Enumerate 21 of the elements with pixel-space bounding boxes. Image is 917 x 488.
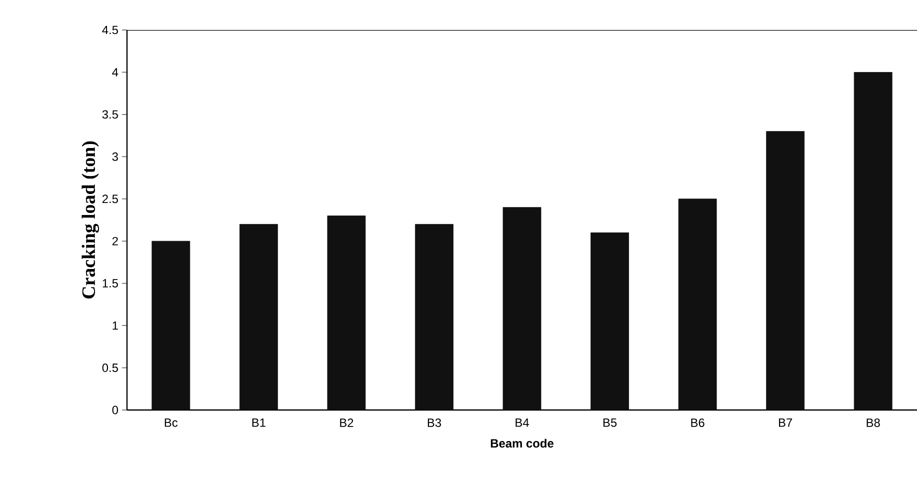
x-tick-label: B4 — [516, 418, 529, 427]
y-tick-label: 1 — [112, 321, 118, 330]
y-tick-label: 0 — [112, 406, 118, 414]
x-tick-label: B2 — [340, 418, 354, 427]
y-tick-label: 2 — [112, 236, 118, 246]
x-tick-label: B5 — [603, 418, 617, 427]
x-axis-title: Beam code — [490, 438, 554, 448]
y-tick-label: 2.5 — [102, 194, 118, 204]
y-tick-label: 0.5 — [102, 364, 118, 372]
x-tick-label: B1 — [252, 418, 266, 427]
x-tick-label: B8 — [866, 418, 880, 427]
y-tick-label: 1.5 — [102, 279, 118, 288]
x-tick-label: B6 — [691, 418, 704, 427]
x-tick-label: Bc — [164, 418, 178, 427]
y-tick-label: 4.5 — [102, 26, 118, 34]
y-tick-label: 3 — [112, 152, 118, 161]
x-tick-label: B3 — [428, 418, 442, 427]
y-axis-title: Cracking load (ton) — [82, 141, 100, 298]
y-tick-label: 4 — [112, 68, 118, 76]
x-tick-label: B7 — [779, 418, 792, 427]
y-tick-label: 3.5 — [102, 110, 118, 119]
